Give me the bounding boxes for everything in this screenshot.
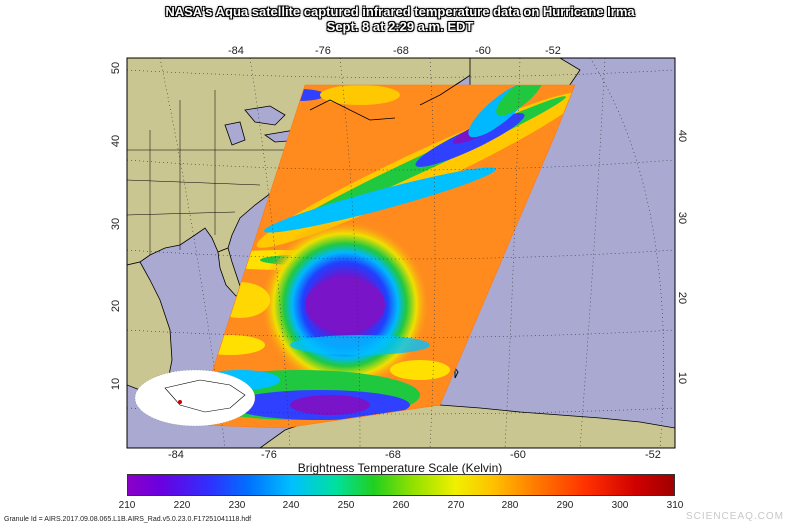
state-borders [127,90,300,255]
lon-tick-bottom-4: -60 [510,449,526,461]
lat-tick-left-4: 20 [110,299,123,313]
lat-tick-left-5: 10 [110,377,123,391]
colorbar-label-260: 260 [392,500,410,511]
colorbar-label-300: 300 [611,500,629,511]
lon-tick-bottom-1: -84 [168,449,184,461]
colorbar-label-310: 310 [666,500,684,511]
map-frame [126,57,676,449]
lat-tick-right-5: 10 [676,371,689,385]
lon-tick-top-1: -84 [228,45,244,57]
lon-tick-top-4: -60 [475,45,491,57]
lat-tick-left-1: 50 [110,61,123,75]
colorbar-label-210: 210 [118,500,136,511]
graticule [127,58,675,448]
map-title-line-2: Sept. 8 at 2:29 a.m. EDT [326,19,474,34]
lat-tick-right-3: 30 [676,211,689,225]
lon-tick-bottom-2: -76 [261,449,277,461]
watermark: SCIENCEAQ.COM [685,511,784,522]
lon-tick-bottom-5: -52 [645,449,661,461]
lon-tick-top-3: -68 [393,45,409,57]
colorbar-label-240: 240 [282,500,300,511]
lat-tick-left-2: 40 [110,134,123,148]
map-title-line-1: NASA's Aqua satellite captured infrared … [165,4,635,19]
lon-tick-bottom-3: -68 [385,449,401,461]
central-america-land [127,261,173,401]
colorbar-label-280: 280 [501,500,519,511]
temperature-colorbar [127,474,675,496]
colorbar-label-290: 290 [556,500,574,511]
lon-tick-top-2: -76 [315,45,331,57]
colorbar-label-220: 220 [173,500,191,511]
inset-globe [134,369,256,427]
lat-tick-right-4: 20 [676,291,689,305]
granule-id: Granule Id = AIRS.2017.09.08.065.L1B.AIR… [4,516,252,523]
colorbar-label-250: 250 [337,500,355,511]
colorbar-label-270: 270 [447,500,465,511]
lon-tick-top-5: -52 [545,45,561,57]
florida-land [217,247,243,297]
lat-tick-right-2: 40 [676,129,689,143]
colorbar-label-230: 230 [228,500,246,511]
lat-tick-left-3: 30 [110,217,123,231]
scale-title: Brightness Temperature Scale (Kelvin) [297,461,503,475]
